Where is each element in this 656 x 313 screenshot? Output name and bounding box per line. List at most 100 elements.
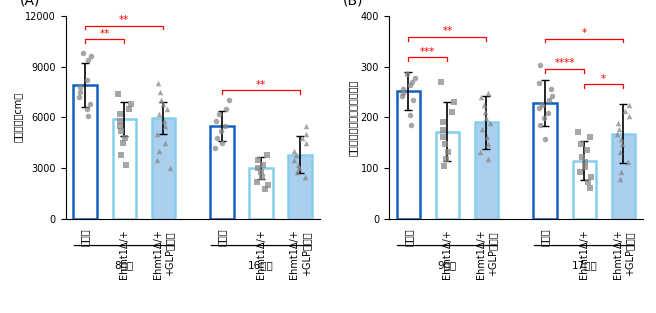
Point: [216, 140, 227, 145]
Point: [615, 177, 625, 182]
Point: [404, 83, 415, 88]
Point: [154, 149, 164, 154]
Point: [125, 101, 136, 106]
Point: [580, 165, 590, 170]
Point: [585, 185, 596, 190]
Point: [112, 91, 123, 96]
Point: [291, 152, 301, 157]
Point: [75, 85, 85, 90]
Point: [73, 95, 84, 100]
Text: **: **: [256, 80, 266, 90]
Point: [300, 132, 311, 137]
Point: [115, 111, 125, 116]
Point: [118, 140, 129, 145]
Point: [300, 174, 310, 179]
Text: 9週齢: 9週齢: [438, 260, 457, 270]
Point: [119, 135, 130, 140]
Point: [154, 111, 165, 116]
Point: [165, 166, 175, 171]
Point: [449, 100, 459, 105]
Bar: [611, 134, 635, 219]
Text: 8週齢: 8週齢: [115, 260, 134, 270]
Point: [85, 101, 96, 106]
Point: [443, 150, 453, 155]
Point: [78, 50, 89, 55]
Point: [292, 169, 302, 174]
Point: [409, 75, 420, 80]
Point: [614, 126, 625, 131]
Point: [617, 141, 627, 146]
Point: [398, 90, 409, 95]
Point: [438, 128, 448, 133]
Point: [83, 113, 93, 118]
Text: (B): (B): [343, 0, 363, 8]
Point: [124, 106, 134, 111]
Point: [483, 141, 493, 146]
Point: [483, 156, 493, 162]
Point: [476, 95, 487, 100]
Point: [86, 54, 96, 59]
Point: [586, 175, 596, 180]
Text: 16週齢: 16週齢: [248, 260, 274, 270]
Point: [260, 186, 270, 191]
Bar: [475, 122, 498, 219]
Point: [477, 126, 487, 131]
Point: [397, 94, 407, 99]
Point: [480, 110, 490, 115]
Point: [483, 90, 493, 95]
Point: [438, 120, 449, 125]
Point: [214, 111, 224, 116]
Point: [447, 110, 457, 115]
Point: [75, 90, 85, 95]
Point: [401, 72, 412, 77]
Bar: [249, 168, 273, 219]
Text: **: **: [100, 29, 110, 39]
Point: [301, 140, 312, 145]
Point: [406, 122, 417, 127]
Point: [152, 157, 163, 162]
Point: [616, 170, 626, 175]
Point: [441, 156, 452, 162]
Point: [158, 118, 169, 123]
Point: [216, 128, 226, 133]
Point: [256, 174, 267, 179]
Point: [155, 90, 166, 95]
Point: [481, 116, 491, 121]
Point: [157, 101, 168, 106]
Point: [211, 118, 222, 123]
Point: [253, 166, 264, 171]
Point: [612, 121, 623, 126]
Point: [408, 97, 419, 102]
Point: [546, 94, 557, 99]
Point: [535, 63, 546, 68]
Point: [482, 134, 492, 139]
Y-axis label: 明るい部屋にいる時間（秒）: 明るい部屋にいる時間（秒）: [348, 79, 358, 156]
Point: [577, 155, 587, 160]
Point: [440, 141, 450, 146]
Point: [534, 80, 544, 85]
Point: [253, 157, 263, 162]
Point: [251, 179, 262, 184]
Point: [81, 78, 92, 83]
Bar: [397, 91, 420, 219]
Point: [256, 169, 266, 174]
Point: [153, 81, 163, 86]
Point: [262, 152, 272, 157]
Point: [615, 150, 625, 155]
Point: [546, 87, 557, 92]
Text: *: *: [601, 74, 606, 84]
Point: [156, 98, 167, 103]
Text: **: **: [442, 26, 453, 36]
Point: [152, 132, 162, 137]
Point: [573, 129, 583, 134]
Point: [623, 160, 633, 165]
Point: [583, 180, 593, 185]
Point: [262, 183, 273, 188]
Point: [539, 116, 550, 121]
Point: [162, 106, 173, 111]
Point: [289, 157, 299, 162]
Point: [438, 134, 448, 139]
Point: [544, 97, 555, 102]
Bar: [211, 126, 234, 219]
Bar: [533, 103, 557, 219]
